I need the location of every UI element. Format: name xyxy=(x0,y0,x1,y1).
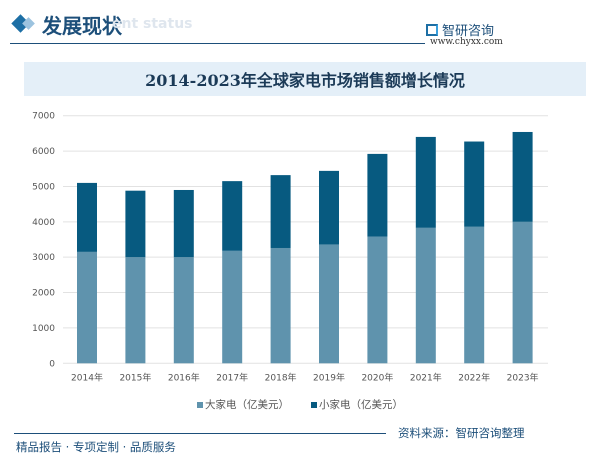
chart-title-band: 2014-2023年全球家电市场销售额增长情况 xyxy=(24,62,586,96)
bar-small xyxy=(125,190,146,258)
bar-small xyxy=(367,153,388,237)
y-tick-label: 7000 xyxy=(32,112,55,122)
bar-large xyxy=(125,257,146,364)
x-tick-label: 2016年 xyxy=(168,371,200,383)
bar-large xyxy=(319,244,339,364)
x-tick-label: 2021年 xyxy=(410,371,442,383)
x-tick-label: 2017年 xyxy=(216,371,248,383)
bar-small xyxy=(77,182,97,252)
bar-large xyxy=(173,257,194,364)
bar-large xyxy=(222,250,243,364)
section-subtitle-en: ent status xyxy=(112,16,193,32)
brand-logo: 智研咨询 xyxy=(426,20,494,39)
legend-item-small: 小家电（亿美元） xyxy=(311,397,403,412)
footer-divider xyxy=(14,433,386,434)
x-tick-label: 2019年 xyxy=(313,371,345,383)
bar-large xyxy=(77,251,97,364)
x-tick-label: 2020年 xyxy=(361,371,393,383)
y-tick-label: 6000 xyxy=(32,147,55,157)
x-tick-label: 2022年 xyxy=(458,371,490,383)
bar-large xyxy=(270,247,291,364)
bar-large xyxy=(415,227,436,364)
bar-large xyxy=(367,236,388,364)
legend-label-large: 大家电（亿美元） xyxy=(205,399,289,411)
legend: 大家电（亿美元） 小家电（亿美元） xyxy=(0,397,600,412)
logo-text: 智研咨询 xyxy=(442,24,495,39)
bar-small xyxy=(319,170,339,245)
x-tick-label: 2023年 xyxy=(507,371,539,383)
x-tick-label: 2015年 xyxy=(119,371,151,383)
logo-icon xyxy=(426,23,438,36)
bar-small xyxy=(222,181,243,251)
chart-title: 2014-2023年全球家电市场销售额增长情况 xyxy=(145,71,465,90)
bar-small xyxy=(512,131,533,222)
legend-item-large: 大家电（亿美元） xyxy=(197,397,289,412)
header-divider xyxy=(10,43,425,44)
y-tick-label: 4000 xyxy=(32,218,55,228)
section-title: 发展现状 xyxy=(42,14,122,38)
footer-tagline: 精品报告 · 专项定制 · 品质服务 xyxy=(16,440,176,454)
bar-small xyxy=(464,141,485,227)
legend-swatch-small xyxy=(311,401,317,408)
legend-swatch-large xyxy=(197,401,203,408)
logo-url: www.chyxx.com xyxy=(430,37,503,47)
x-tick-label: 2014年 xyxy=(71,371,103,383)
source-note: 资料来源：智研咨询整理 xyxy=(398,426,525,440)
bar-small xyxy=(415,136,436,228)
y-tick-label: 1000 xyxy=(32,324,55,334)
bar-small xyxy=(173,189,194,258)
y-tick-label: 3000 xyxy=(32,253,55,263)
bar-large xyxy=(464,226,485,364)
bar-small xyxy=(270,175,291,248)
y-tick-label: 2000 xyxy=(32,289,55,299)
bar-large xyxy=(512,221,533,364)
y-tick-label: 0 xyxy=(49,359,55,369)
legend-label-small: 小家电（亿美元） xyxy=(319,399,403,411)
y-tick-label: 5000 xyxy=(32,182,55,192)
x-tick-label: 2018年 xyxy=(265,371,297,383)
